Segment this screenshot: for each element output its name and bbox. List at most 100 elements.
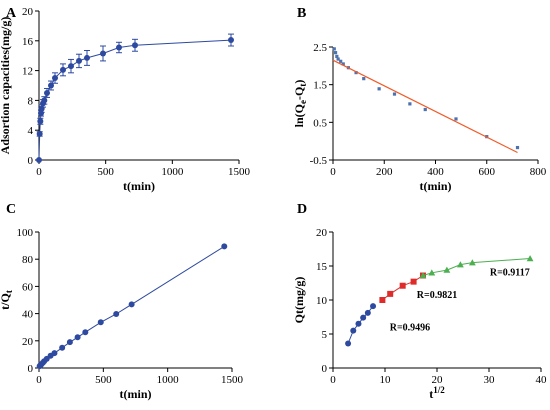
regression-line xyxy=(332,59,518,154)
y-tick-label: 0 xyxy=(28,155,34,167)
y-tick-label: 12 xyxy=(22,66,33,78)
y-axis-title: ln(Qe-Qt) xyxy=(292,80,308,128)
fit-line xyxy=(38,39,232,161)
data-point xyxy=(68,63,74,70)
y-tick-label: 40 xyxy=(22,309,34,321)
data-point xyxy=(48,82,54,89)
x-tick-label: 1000 xyxy=(161,166,184,178)
data-point xyxy=(526,255,534,262)
data-point xyxy=(387,290,394,297)
data-point xyxy=(132,42,138,49)
panel-a: A 0 500 1000 1500 0 4 8 12 16 20 t(min) Adsortion ca… xyxy=(0,6,251,193)
data-point xyxy=(354,71,358,75)
data-point xyxy=(60,66,66,73)
data-point xyxy=(410,278,417,285)
y-tick-label: 8 xyxy=(28,95,34,107)
r-value-annotation: R=0.9117 xyxy=(490,268,530,279)
data-point xyxy=(419,272,427,279)
y-tick-label: 1.5 xyxy=(313,80,327,92)
data-point xyxy=(37,118,44,125)
panel-label: A xyxy=(6,6,17,21)
data-point xyxy=(36,130,43,137)
data-point xyxy=(84,54,90,61)
panel-d: D0 10 20 30 4005101520t1/2Qt(mg/g)R=0.9496R=… xyxy=(292,202,547,401)
y-tick-label: -0.5 xyxy=(310,155,328,167)
data-point xyxy=(128,301,135,308)
panel-c: C 0 500 1000 1500 0 20 40 60 80 100 t(min) t/Qt xyxy=(0,202,244,401)
series-3 xyxy=(419,255,534,279)
data-point xyxy=(350,327,357,334)
x-axis-title: t(min) xyxy=(120,387,152,401)
data-point xyxy=(332,47,336,51)
r-value-annotation: R=0.9821 xyxy=(417,290,457,301)
y-tick-label: 100 xyxy=(17,227,34,239)
data-point xyxy=(370,303,377,310)
x-tick-label: 1500 xyxy=(221,374,244,386)
x-axis-title: t(min) xyxy=(420,179,452,193)
series-1 xyxy=(36,33,234,163)
data-point xyxy=(116,44,122,51)
x-axis-title: t1/2 xyxy=(429,385,445,401)
data-point xyxy=(36,157,42,163)
data-point xyxy=(468,259,476,266)
data-point xyxy=(59,344,66,351)
x-tick-label: 400 xyxy=(427,166,444,178)
data-point xyxy=(377,87,381,91)
panel-label: B xyxy=(297,6,306,21)
x-tick-label: 600 xyxy=(479,166,496,178)
data-point xyxy=(515,145,520,150)
x-tick-label: 800 xyxy=(530,166,547,178)
data-point xyxy=(355,320,362,327)
data-point xyxy=(457,261,464,268)
x-tick-label: 1000 xyxy=(157,374,180,386)
y-tick-label: 2.5 xyxy=(313,42,327,54)
x-tick-label: 0 xyxy=(330,166,336,178)
x-tick-label: 500 xyxy=(95,374,112,386)
data-point xyxy=(360,314,367,321)
x-tick-label: 10 xyxy=(380,374,392,386)
data-point xyxy=(399,282,406,289)
panel-b: B 0 200 400 600 800 -0.5 0.5 1.5 2.5 t(min) ln(Qe-Q… xyxy=(292,6,547,193)
data-point xyxy=(443,266,451,273)
data-point xyxy=(38,110,44,117)
y-tick-label: 10 xyxy=(316,295,328,307)
y-tick-label: 0 xyxy=(28,363,34,375)
x-tick-label: 0 xyxy=(330,374,336,386)
y-tick-label: 15 xyxy=(316,261,328,273)
data-point xyxy=(392,92,397,96)
data-point xyxy=(51,350,58,357)
y-tick-label: 0.5 xyxy=(313,117,327,129)
x-tick-label: 40 xyxy=(536,374,548,386)
data-point xyxy=(423,107,427,112)
data-point xyxy=(408,102,412,106)
data-point xyxy=(333,51,338,55)
data-point xyxy=(100,50,106,57)
data-point xyxy=(341,62,345,66)
panel-label: D xyxy=(297,202,307,217)
data-point xyxy=(76,57,82,64)
x-tick-label: 30 xyxy=(484,374,496,386)
y-tick-label: 60 xyxy=(22,281,34,293)
data-point xyxy=(228,37,234,44)
data-point xyxy=(362,77,366,81)
x-axis-title: t(min) xyxy=(123,179,155,193)
data-point xyxy=(339,59,343,63)
data-point xyxy=(379,297,386,303)
series-1 xyxy=(332,47,520,150)
y-tick-label: 16 xyxy=(22,36,34,48)
y-axis-title: Adsortion capacities(mg/g) xyxy=(0,17,12,155)
data-point xyxy=(221,243,228,250)
x-tick-label: 1500 xyxy=(228,166,251,178)
data-point xyxy=(52,75,58,82)
data-point xyxy=(335,54,339,59)
series-2 xyxy=(332,59,518,154)
x-tick-label: 200 xyxy=(376,166,393,178)
y-axis-title: Qt(mg/g) xyxy=(292,277,306,324)
data-point xyxy=(336,57,340,61)
data-point xyxy=(38,105,45,112)
y-tick-label: 0 xyxy=(322,363,328,375)
x-tick-label: 20 xyxy=(432,374,444,386)
r-value-annotation: R=0.9496 xyxy=(390,323,430,334)
y-tick-label: 80 xyxy=(22,254,34,266)
